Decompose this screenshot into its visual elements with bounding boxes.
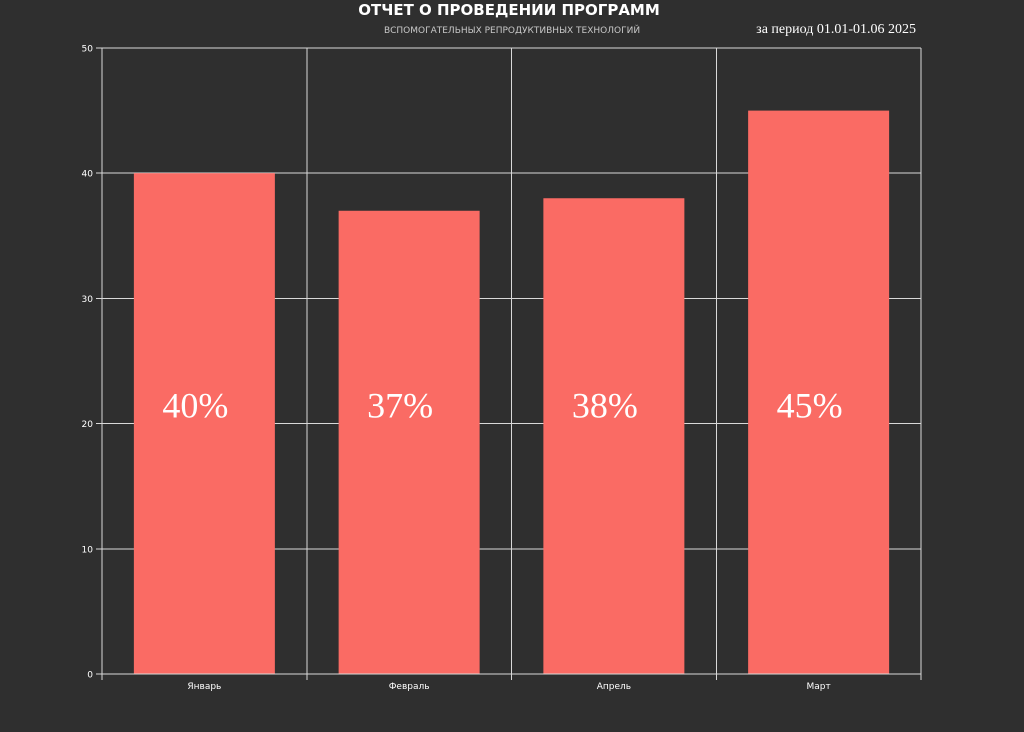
bar-data-label: 40% xyxy=(162,386,228,426)
chart-bars xyxy=(133,110,890,675)
x-tick-label: Февраль xyxy=(389,682,430,692)
report-period: за период 01.01-01.06 2025 xyxy=(756,22,916,37)
y-tick-label: 40 xyxy=(82,170,94,180)
y-tick-label: 50 xyxy=(82,45,94,55)
y-tick-label: 0 xyxy=(87,671,93,681)
y-tick-label: 10 xyxy=(82,545,94,555)
page-subtitle: ВСПОМОГАТЕЛЬНЫХ РЕПРОДУКТИВНЫХ ТЕХНОЛОГИ… xyxy=(383,26,641,36)
chart-data-labels: 40% 37% 38% 45% xyxy=(162,386,842,426)
page-title: ОТЧЕТ О ПРОВЕДЕНИИ ПРОГРАММ xyxy=(358,1,660,19)
x-tick-label: Март xyxy=(807,682,831,692)
bar-data-label: 45% xyxy=(777,386,843,426)
x-tick-label: Январь xyxy=(187,682,221,692)
x-tick-label: Апрель xyxy=(597,682,631,692)
bar xyxy=(748,110,890,675)
chart-axes: 0 10 20 30 40 50 Январь Февраль Апрель Март xyxy=(82,45,922,692)
y-tick-label: 30 xyxy=(82,295,94,305)
bar-data-label: 37% xyxy=(367,386,433,426)
bar xyxy=(543,198,685,675)
bar xyxy=(133,173,275,674)
bar-data-label: 38% xyxy=(572,386,638,426)
bar xyxy=(338,210,480,674)
y-tick-label: 20 xyxy=(82,420,94,430)
